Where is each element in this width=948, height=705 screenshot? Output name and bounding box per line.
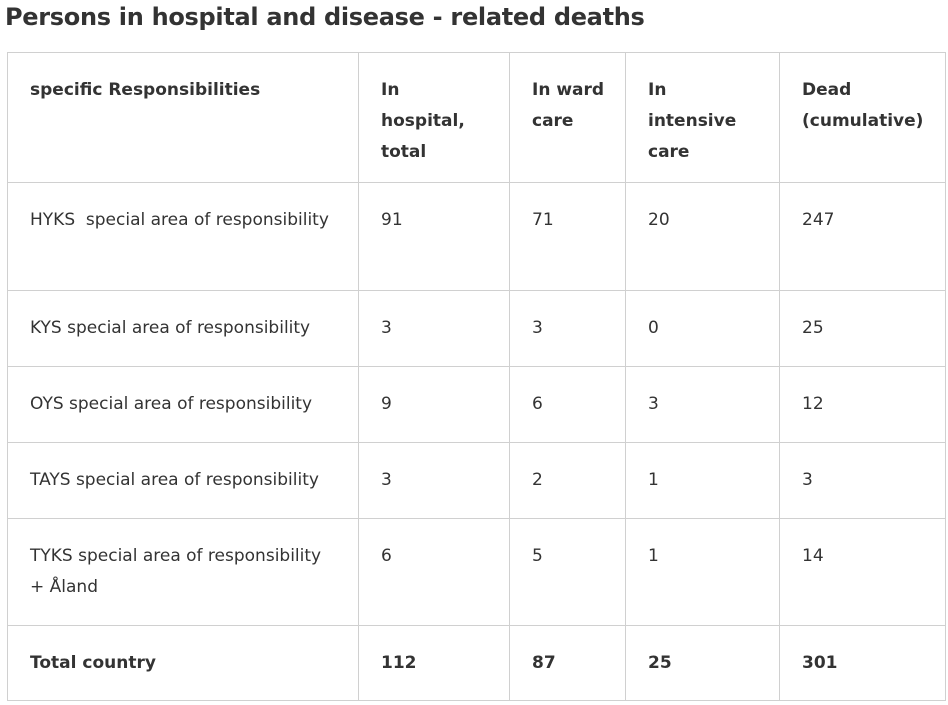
- data-row: HYKS special area of responsibility 91 71 2…: [7, 182, 946, 291]
- region-cell: TYKS special area of responsibility + Ål…: [7, 518, 359, 626]
- region-cell: OYS special area of responsibility: [7, 366, 359, 443]
- region-cell: TAYS special area of responsibility: [7, 442, 359, 519]
- data-table: specific Responsibilities In hospital, to…: [7, 52, 946, 701]
- total-label-cell: Total country: [7, 625, 359, 701]
- header-cell: In hospital, total: [358, 52, 510, 183]
- value-cell: 14: [779, 518, 946, 626]
- value-cell: 6: [358, 518, 510, 626]
- header-cell: specific Responsibilities: [7, 52, 359, 183]
- value-cell: 3: [509, 290, 626, 367]
- value-cell: 6: [509, 366, 626, 443]
- total-row: Total country 112 87 25 301: [7, 625, 946, 701]
- data-row: TAYS special area of responsibility 3 2 1 3: [7, 442, 946, 519]
- value-cell: 1: [625, 442, 780, 519]
- data-row: KYS special area of responsibility 3 3 0 25: [7, 290, 946, 367]
- page-title: Persons in hospital and disease - relate…: [5, 3, 645, 31]
- value-cell: 9: [358, 366, 510, 443]
- value-cell: 20: [625, 182, 780, 291]
- value-cell: 3: [358, 290, 510, 367]
- value-cell: 3: [779, 442, 946, 519]
- header-cell: In intensive care: [625, 52, 780, 183]
- header-cell: In ward care: [509, 52, 626, 183]
- value-cell: 3: [358, 442, 510, 519]
- value-cell: 91: [358, 182, 510, 291]
- total-value-cell: 25: [625, 625, 780, 701]
- value-cell: 12: [779, 366, 946, 443]
- total-value-cell: 301: [779, 625, 946, 701]
- value-cell: 71: [509, 182, 626, 291]
- value-cell: 2: [509, 442, 626, 519]
- region-cell: KYS special area of responsibility: [7, 290, 359, 367]
- value-cell: 247: [779, 182, 946, 291]
- value-cell: 5: [509, 518, 626, 626]
- value-cell: 25: [779, 290, 946, 367]
- header-cell: Dead (cumulative): [779, 52, 946, 183]
- table-body: specific Responsibilities In hospital, to…: [7, 52, 946, 701]
- data-row: TYKS special area of responsibility + Ål…: [7, 518, 946, 626]
- value-cell: 1: [625, 518, 780, 626]
- total-value-cell: 87: [509, 625, 626, 701]
- header-row: specific Responsibilities In hospital, to…: [7, 52, 946, 183]
- value-cell: 0: [625, 290, 780, 367]
- region-cell: HYKS special area of responsibility: [7, 182, 359, 291]
- data-row: OYS special area of responsibility 9 6 3 12: [7, 366, 946, 443]
- total-value-cell: 112: [358, 625, 510, 701]
- value-cell: 3: [625, 366, 780, 443]
